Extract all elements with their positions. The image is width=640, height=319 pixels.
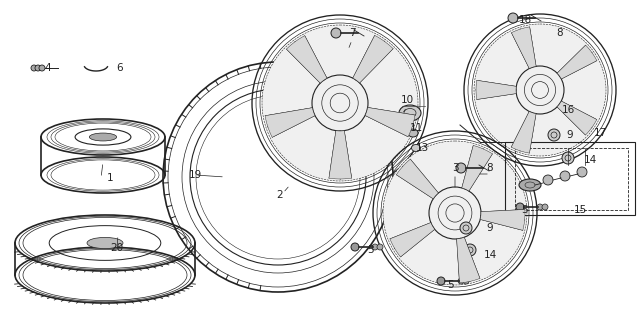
Circle shape bbox=[464, 244, 476, 256]
Polygon shape bbox=[390, 223, 435, 257]
Text: 16: 16 bbox=[561, 105, 575, 115]
Polygon shape bbox=[557, 45, 597, 79]
Circle shape bbox=[508, 13, 518, 23]
Ellipse shape bbox=[90, 133, 116, 141]
Ellipse shape bbox=[399, 105, 421, 121]
Text: 11: 11 bbox=[410, 123, 422, 133]
Text: 3: 3 bbox=[452, 163, 458, 173]
Polygon shape bbox=[476, 80, 516, 100]
Circle shape bbox=[460, 222, 472, 234]
Ellipse shape bbox=[408, 129, 418, 137]
Polygon shape bbox=[265, 108, 315, 137]
Text: 18: 18 bbox=[518, 15, 532, 25]
Circle shape bbox=[31, 65, 37, 71]
Polygon shape bbox=[480, 210, 525, 230]
Circle shape bbox=[537, 204, 543, 210]
Polygon shape bbox=[287, 36, 327, 83]
Circle shape bbox=[351, 243, 359, 251]
Polygon shape bbox=[511, 111, 536, 153]
Polygon shape bbox=[462, 145, 492, 191]
Polygon shape bbox=[329, 131, 351, 179]
Circle shape bbox=[543, 175, 553, 185]
Text: 2: 2 bbox=[276, 190, 284, 200]
Ellipse shape bbox=[87, 237, 123, 249]
Polygon shape bbox=[396, 159, 438, 199]
Circle shape bbox=[456, 163, 466, 173]
Text: 15: 15 bbox=[573, 205, 587, 215]
Circle shape bbox=[474, 24, 606, 156]
Text: 7: 7 bbox=[349, 28, 355, 38]
Circle shape bbox=[458, 278, 464, 284]
Circle shape bbox=[562, 152, 574, 164]
Text: 19: 19 bbox=[188, 170, 202, 180]
Text: 6: 6 bbox=[116, 63, 124, 73]
Text: 17: 17 bbox=[593, 128, 607, 138]
Text: 10: 10 bbox=[401, 95, 413, 105]
Polygon shape bbox=[365, 108, 415, 137]
Polygon shape bbox=[353, 35, 393, 83]
Circle shape bbox=[383, 141, 527, 285]
Circle shape bbox=[577, 167, 587, 177]
Circle shape bbox=[560, 171, 570, 181]
Polygon shape bbox=[457, 237, 480, 283]
Text: 5: 5 bbox=[522, 205, 528, 215]
Text: 4: 4 bbox=[45, 63, 51, 73]
Text: 9: 9 bbox=[486, 223, 493, 233]
Circle shape bbox=[39, 65, 45, 71]
Circle shape bbox=[548, 129, 560, 141]
Text: 8: 8 bbox=[486, 163, 493, 173]
Circle shape bbox=[372, 244, 378, 250]
Text: 14: 14 bbox=[483, 250, 497, 260]
Circle shape bbox=[542, 204, 548, 210]
Ellipse shape bbox=[519, 179, 541, 191]
Polygon shape bbox=[557, 101, 596, 135]
Circle shape bbox=[463, 278, 469, 284]
Circle shape bbox=[437, 277, 445, 285]
Text: 13: 13 bbox=[415, 143, 429, 153]
Ellipse shape bbox=[412, 145, 420, 152]
Polygon shape bbox=[511, 27, 536, 69]
Text: 8: 8 bbox=[557, 28, 563, 38]
Text: 9: 9 bbox=[566, 130, 573, 140]
Circle shape bbox=[35, 65, 41, 71]
Circle shape bbox=[331, 28, 341, 38]
Text: 1: 1 bbox=[107, 173, 113, 183]
Circle shape bbox=[516, 203, 524, 211]
Text: 5: 5 bbox=[367, 245, 373, 255]
Text: 14: 14 bbox=[584, 155, 596, 165]
Text: 20: 20 bbox=[111, 243, 124, 253]
Circle shape bbox=[377, 244, 383, 250]
Circle shape bbox=[262, 25, 418, 181]
Text: 5: 5 bbox=[447, 280, 453, 290]
